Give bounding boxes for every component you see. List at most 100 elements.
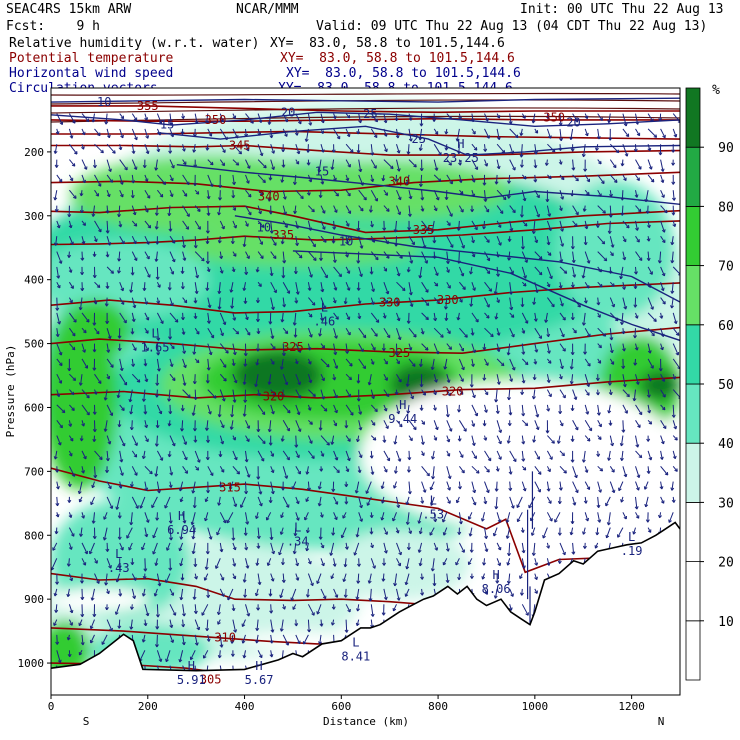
circulation-vector-head (482, 346, 487, 351)
circulation-vector (191, 512, 196, 525)
circulation-vector-head (61, 409, 66, 414)
circulation-vector-head (455, 561, 459, 566)
circulation-vector (617, 527, 624, 538)
circulation-vector-head (493, 291, 498, 295)
circulation-vector-head (671, 181, 676, 185)
circulation-vector-head (311, 208, 315, 213)
circulation-vector-head (268, 321, 273, 325)
circulation-vector-head (432, 255, 437, 259)
circulation-vector-head (332, 259, 337, 263)
circulation-vector (381, 481, 385, 489)
circulation-vector-head (495, 254, 500, 258)
circulation-vector (257, 189, 264, 196)
circulation-vector (215, 558, 221, 569)
circulation-vector (144, 312, 149, 321)
circulation-vector-head (662, 134, 666, 139)
circulation-vector-head (586, 191, 590, 196)
circulation-vector-head (183, 441, 188, 445)
circulation-vector-head (408, 347, 413, 351)
circulation-vector-head (468, 533, 473, 537)
circulation-vector-head (570, 246, 575, 250)
extremum-marker: L (430, 493, 437, 507)
circulation-vector-head (469, 303, 474, 307)
circulation-vector (635, 159, 642, 170)
circulation-vector-head (469, 575, 474, 579)
circulation-vector-head (396, 317, 401, 322)
circulation-vector (267, 558, 272, 566)
circulation-vector (92, 205, 95, 217)
circulation-vector-head (332, 377, 337, 381)
circulation-vector (333, 358, 338, 369)
circulation-vector (421, 251, 428, 264)
circulation-vector (232, 527, 234, 541)
circulation-vector-head (133, 223, 138, 227)
circulation-vector-head (457, 409, 462, 413)
circulation-vector-head (74, 151, 78, 155)
circulation-vector (266, 512, 272, 521)
circulation-vector-head (334, 394, 338, 399)
circulation-vector (383, 450, 390, 462)
circulation-vector-head (206, 490, 210, 494)
circulation-vector (182, 144, 185, 152)
circulation-vector-head (156, 300, 161, 304)
circulation-vector-head (509, 378, 513, 382)
circulation-vector-head (607, 457, 611, 461)
circulation-vector (169, 588, 174, 596)
circulation-vector (546, 236, 550, 245)
circulation-vector (207, 389, 217, 399)
circulation-vector-head (620, 499, 624, 503)
circulation-vector-head (596, 412, 601, 416)
circulation-vector (119, 312, 127, 324)
circulation-vector-head (486, 469, 490, 473)
circulation-vector-head (165, 579, 169, 584)
circulation-vector-head (418, 183, 423, 187)
circulation-vector (56, 420, 63, 429)
circulation-vector-head (599, 467, 604, 472)
circulation-vector (419, 266, 423, 279)
circulation-vector (207, 343, 212, 356)
circulation-vector (484, 251, 490, 262)
circulation-vector-head (70, 241, 74, 246)
circulation-vector (232, 174, 235, 185)
circulation-vector (383, 189, 388, 196)
circulation-vector (131, 420, 133, 430)
circulation-vector-head (297, 395, 302, 399)
circulation-vector-head (332, 226, 337, 230)
circulation-vector (495, 312, 498, 320)
circulation-vector (257, 174, 266, 183)
circulation-vector (56, 496, 58, 506)
circulation-vector (442, 558, 448, 566)
circulation-vector-head (131, 318, 136, 322)
circulation-vector (257, 159, 267, 169)
circulation-vector (671, 282, 674, 294)
circulation-vector (484, 542, 488, 552)
circulation-vector (635, 174, 640, 181)
circulation-vector-head (142, 287, 147, 291)
circulation-vector-head (223, 378, 227, 382)
circulation-vector (383, 389, 390, 397)
circulation-vector (546, 297, 555, 308)
circulation-vector (442, 512, 448, 523)
circulation-vector-head (470, 208, 475, 213)
circulation-vector-head (433, 407, 437, 411)
circulation-vector (521, 159, 523, 168)
circulation-vector-head (632, 397, 637, 402)
circulation-vector (68, 220, 72, 229)
circulation-vector (458, 420, 467, 432)
circulation-vector-head (358, 168, 363, 173)
circulation-vector-head (582, 531, 586, 535)
circulation-vector (243, 374, 246, 385)
circulation-vector (521, 374, 525, 384)
circulation-vector (119, 358, 123, 371)
circulation-vector-head (621, 365, 626, 369)
circulation-vector-head (460, 347, 464, 352)
circulation-vector (232, 190, 234, 198)
circulation-vector (270, 297, 274, 310)
circulation-vector (81, 420, 85, 427)
circulation-vector (119, 542, 124, 551)
circulation-vector-head (246, 165, 251, 169)
circulation-vector (509, 113, 512, 124)
rh-blob (51, 240, 210, 320)
circulation-vector-head (268, 442, 273, 446)
circulation-vector-head (405, 521, 410, 525)
